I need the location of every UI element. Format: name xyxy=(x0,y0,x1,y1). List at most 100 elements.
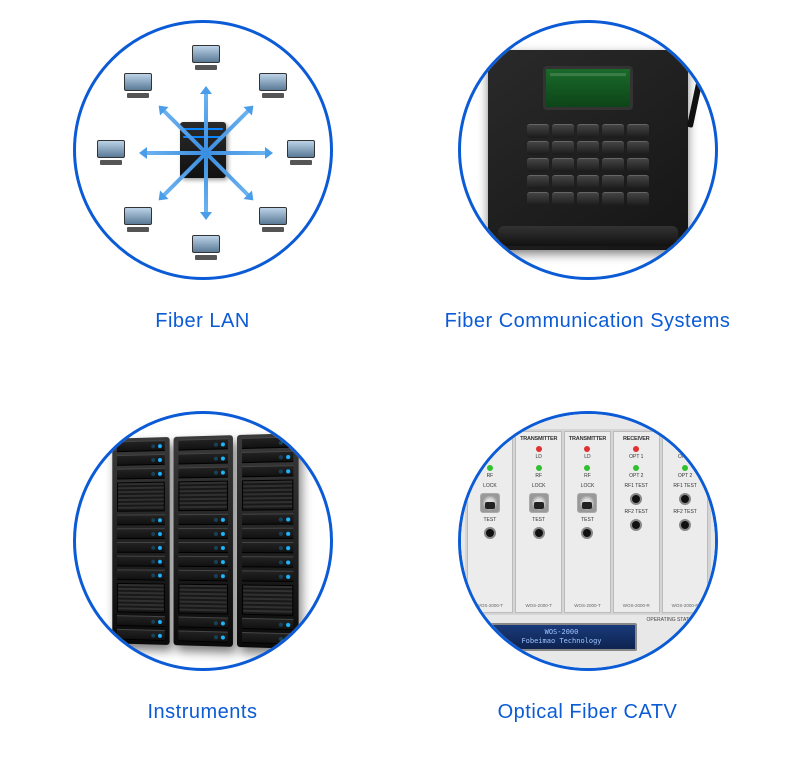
module-header: TRANSMITTER xyxy=(471,436,508,442)
module-header: TRANSMITTER xyxy=(569,436,606,442)
key-lock-icon xyxy=(577,493,597,513)
phone-key xyxy=(552,175,574,189)
computer-icon xyxy=(123,73,153,99)
module-footer: WOS-2000-R xyxy=(623,603,650,608)
module-footer: WOS-2000-T xyxy=(525,603,552,608)
phone-key xyxy=(602,175,624,189)
lan-diagram xyxy=(76,23,330,277)
antenna-icon xyxy=(686,58,706,128)
led-icon xyxy=(633,465,639,471)
led-icon xyxy=(536,446,542,452)
phone-key xyxy=(577,158,599,172)
led-label: RF xyxy=(584,473,591,479)
module-footer: WOS-2000-R xyxy=(672,603,699,608)
catv-equipment-icon: TRANSMITTERLDRFLOCKTESTWOS-2000-TTRANSMI… xyxy=(461,411,715,671)
catv-receiver-module: RECEIVEROPT 1OPT 2RF1 TESTRF2 TESTWOS-20… xyxy=(613,431,660,613)
led-label: RF xyxy=(535,473,542,479)
test-port-icon xyxy=(484,527,496,539)
caption-catv: Optical Fiber CATV xyxy=(498,701,678,724)
catv-lcd-line2: Fobeimao Technology xyxy=(521,637,601,645)
phone-key xyxy=(527,158,549,172)
caption-fiber-comm: Fiber Communication Systems xyxy=(445,310,731,333)
phone-key xyxy=(627,192,649,206)
phone-key xyxy=(577,141,599,155)
led-icon xyxy=(682,446,688,452)
phone-key xyxy=(527,124,549,138)
phone-key xyxy=(552,124,574,138)
phone-key xyxy=(552,158,574,172)
computer-icon xyxy=(286,140,316,166)
lock-label: LOCK xyxy=(532,483,546,489)
server-rack-icon xyxy=(173,435,232,647)
phone-key xyxy=(552,141,574,155)
phone-key xyxy=(577,192,599,206)
led-icon xyxy=(682,465,688,471)
server-rack-icon xyxy=(236,433,298,649)
led-icon xyxy=(487,465,493,471)
phone-key xyxy=(577,124,599,138)
phone-key xyxy=(627,124,649,138)
lan-arrow-icon xyxy=(206,151,267,155)
led-icon xyxy=(584,446,590,452)
catv-module-rack: TRANSMITTERLDRFLOCKTESTWOS-2000-TTRANSMI… xyxy=(465,429,711,615)
test-port-icon xyxy=(533,527,545,539)
phone-key xyxy=(602,141,624,155)
test-label: TEST xyxy=(581,517,594,523)
test-label: TEST xyxy=(484,517,497,523)
test-label: TEST xyxy=(532,517,545,523)
phone-key xyxy=(527,141,549,155)
cell-catv: TRANSMITTERLDRFLOCKTESTWOS-2000-TTRANSMI… xyxy=(395,411,780,762)
led-label: OPT 1 xyxy=(629,454,643,460)
computer-icon xyxy=(258,73,288,99)
lock-label: LOCK xyxy=(483,483,497,489)
module-header: RECEIVER xyxy=(672,436,699,442)
port-label: RF1 TEST xyxy=(625,483,649,489)
rf-port-icon xyxy=(679,493,691,505)
cell-fiber-lan: Fiber LAN xyxy=(10,20,395,371)
port-label: RF2 TEST xyxy=(673,509,697,515)
catv-transmitter-module: TRANSMITTERLDRFLOCKTESTWOS-2000-T xyxy=(467,431,514,613)
phone-key xyxy=(527,175,549,189)
key-lock-icon xyxy=(529,493,549,513)
catv-receiver-module: RECEIVER OPT 1 OPT 2 RF1 TEST RF2 TEST WOS-20… xyxy=(662,431,709,613)
fiber-lan-circle xyxy=(73,20,333,280)
port-label: RF1 TEST xyxy=(673,483,697,489)
lan-arrow-icon xyxy=(204,92,208,153)
catv-transmitter-module: TRANSMITTER LD RF LOCK TEST WOS-2000-T xyxy=(515,431,562,613)
rf-port-icon xyxy=(630,519,642,531)
module-footer: WOS-2000-T xyxy=(574,603,601,608)
led-label: OPT 1 xyxy=(678,454,692,460)
phone-base xyxy=(498,226,678,246)
caption-fiber-lan: Fiber LAN xyxy=(155,310,250,333)
computer-icon xyxy=(96,140,126,166)
led-label: OPT 2 xyxy=(678,473,692,479)
test-port-icon xyxy=(581,527,593,539)
led-icon xyxy=(584,465,590,471)
phone-key xyxy=(602,192,624,206)
catv-side-label: OPERATING STATE xyxy=(647,617,709,657)
led-label: LD xyxy=(584,454,590,460)
computer-icon xyxy=(123,207,153,233)
computer-icon xyxy=(191,45,221,71)
lan-arrow-icon xyxy=(204,153,208,214)
phone-key xyxy=(602,158,624,172)
phone-key xyxy=(627,175,649,189)
phone-icon xyxy=(488,50,688,250)
module-header: TRANSMITTER xyxy=(520,436,557,442)
rf-port-icon xyxy=(679,519,691,531)
led-icon xyxy=(536,465,542,471)
catv-circle: TRANSMITTERLDRFLOCKTESTWOS-2000-TTRANSMI… xyxy=(458,411,718,671)
phone-key xyxy=(577,175,599,189)
lan-arrow-icon xyxy=(145,151,206,155)
module-header: RECEIVER xyxy=(623,436,650,442)
catv-lcd-line1: WOS-2000 xyxy=(545,628,579,636)
led-label: LD xyxy=(535,454,541,460)
computer-icon xyxy=(258,207,288,233)
led-label: RF xyxy=(487,473,494,479)
phone-keypad xyxy=(527,124,649,206)
cell-fiber-comm: Fiber Communication Systems xyxy=(395,20,780,371)
phone-key xyxy=(527,192,549,206)
led-label: LD xyxy=(487,454,493,460)
caption-instruments: Instruments xyxy=(148,701,258,724)
key-lock-icon xyxy=(480,493,500,513)
